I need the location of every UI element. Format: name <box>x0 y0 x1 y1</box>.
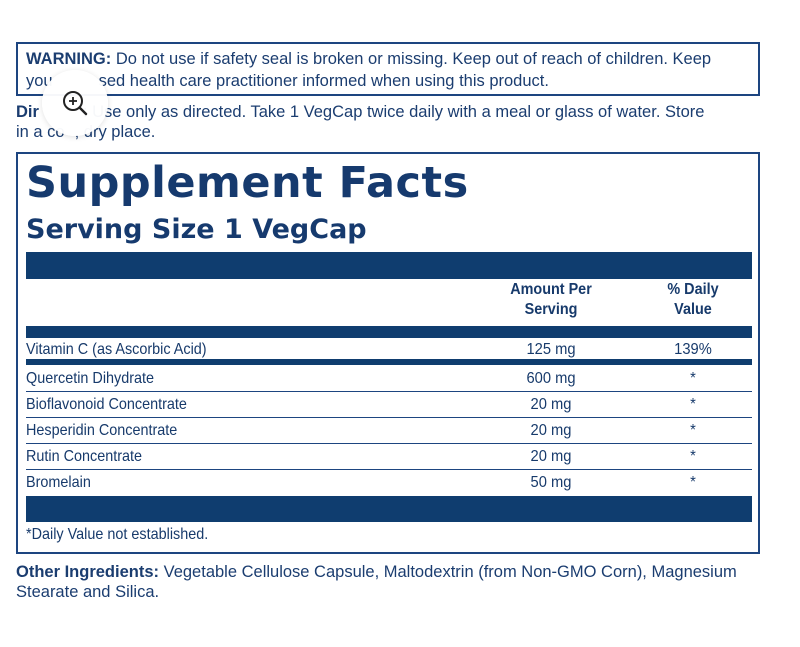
nutrient-name: Hesperidin Concentrate <box>26 422 178 439</box>
nutrient-row: Bioflavonoid Concentrate 20 mg * <box>26 393 752 418</box>
serving-size: Serving Size 1 VegCap <box>26 214 367 245</box>
other-ingredients-label: Other Ingredients: <box>16 563 160 581</box>
warning-text-1: Do not use if safety seal is broken or m… <box>115 50 712 68</box>
warning-line-2: you sed health care practitioner informed… <box>26 70 750 92</box>
directions-line-2: in a co, dry place. <box>16 122 776 142</box>
nutrient-daily: * <box>690 448 696 465</box>
nutrient-name: Bromelain <box>26 474 91 491</box>
nutrient-daily: * <box>690 474 696 491</box>
bottom-divider-bar <box>26 496 752 522</box>
supplement-facts-panel: Supplement Facts Serving Size 1 VegCap A… <box>16 152 760 554</box>
nutrient-row: Bromelain 50 mg * <box>26 471 752 496</box>
nutrient-daily: * <box>690 396 696 413</box>
nutrient-name: Bioflavonoid Concentrate <box>26 396 187 413</box>
nutrient-row: Quercetin Dihydrate 600 mg * <box>26 367 752 392</box>
zoom-in-icon <box>63 91 88 116</box>
header-daily-line-2: Value <box>674 301 712 318</box>
nutrient-name: Quercetin Dihydrate <box>26 370 155 387</box>
nutrient-amount: 20 mg <box>530 422 572 439</box>
nutrient-amount: 20 mg <box>530 448 572 465</box>
top-divider-bar <box>26 252 752 279</box>
nutrient-row: Hesperidin Concentrate 20 mg * <box>26 419 752 444</box>
header-amount-line-2: Serving <box>524 301 578 318</box>
header-daily-line-1: % Daily <box>667 281 719 298</box>
header-amount: Amount Per Serving <box>493 280 610 320</box>
nutrient-daily: 139% <box>674 341 712 358</box>
header-amount-line-1: Amount Per <box>510 281 592 298</box>
header-divider-bar <box>26 326 752 338</box>
warning-label: WARNING: <box>26 50 112 68</box>
other-ingredients-text: Vegetable Cellulose Capsule, Maltodextri… <box>16 563 737 601</box>
nutrient-amount: 20 mg <box>530 396 572 413</box>
header-daily-value: % Daily Value <box>635 280 752 320</box>
nutrient-name: Vitamin C (as Ascorbic Acid) <box>26 341 207 358</box>
directions-line-1: Dir : Use only as directed. Take 1 VegCap… <box>16 102 776 122</box>
vitamin-divider-bar <box>26 359 752 365</box>
nutrient-daily: * <box>690 370 696 387</box>
directions-label: Dir <box>16 103 39 121</box>
nutrient-row: Vitamin C (as Ascorbic Acid) 125 mg 139% <box>26 338 752 363</box>
nutrient-amount: 125 mg <box>526 341 576 358</box>
directions-text-1: : Use only as directed. Take 1 VegCap tw… <box>82 103 705 121</box>
warning-box: WARNING: Do not use if safety seal is br… <box>16 42 760 96</box>
nutrient-row: Rutin Concentrate 20 mg * <box>26 445 752 470</box>
nutrient-daily: * <box>690 422 696 439</box>
nutrient-name: Rutin Concentrate <box>26 448 143 465</box>
zoom-button[interactable] <box>42 70 108 136</box>
daily-value-footnote: *Daily Value not established. <box>26 526 209 543</box>
nutrient-amount: 600 mg <box>526 370 576 387</box>
warning-line-1: WARNING: Do not use if safety seal is br… <box>26 48 750 70</box>
nutrient-amount: 50 mg <box>530 474 572 491</box>
facts-title: Supplement Facts <box>26 158 469 208</box>
warning-text-2b: sed health care practitioner informed wh… <box>98 72 549 90</box>
other-ingredients: Other Ingredients: Vegetable Cellulose C… <box>16 562 776 602</box>
directions: Dir : Use only as directed. Take 1 VegCap… <box>16 102 776 142</box>
